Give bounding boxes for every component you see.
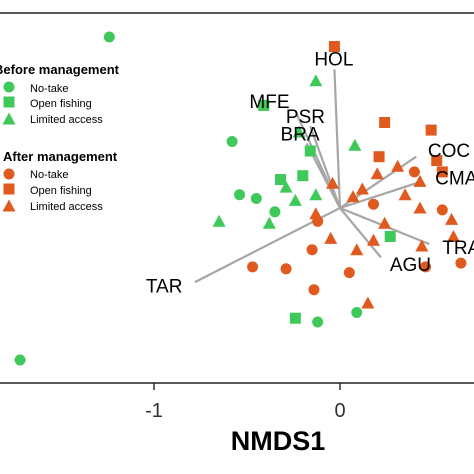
legend-marker-0-1 xyxy=(3,96,15,108)
point-s3-4 xyxy=(247,261,259,273)
point-s4-4 xyxy=(431,155,443,166)
point-s5-7 xyxy=(309,207,323,220)
x-tick-label: -1 xyxy=(145,400,163,422)
point-s1-1 xyxy=(304,145,316,157)
legend-label-after-no-take: No-take xyxy=(30,169,69,181)
point-s4-3 xyxy=(373,151,385,163)
point-s2-4 xyxy=(212,214,226,227)
point-s2-6 xyxy=(348,138,362,151)
legend-marker-0-0 xyxy=(3,81,15,93)
legend-label-before-no-take: No-take xyxy=(30,83,69,95)
legend: Before management After management No-ta… xyxy=(0,62,120,213)
point-s5-3 xyxy=(398,188,412,201)
legend-marker-1-0 xyxy=(3,168,15,180)
legend-marker-1-1 xyxy=(3,183,15,195)
vector-agu xyxy=(339,207,382,259)
point-s5-6 xyxy=(413,201,427,214)
point-s0-0 xyxy=(103,31,115,43)
point-s3-7 xyxy=(343,267,355,279)
point-s4-5 xyxy=(436,166,448,178)
point-s5-8 xyxy=(378,216,392,229)
legend-marker-0-2 xyxy=(2,112,16,125)
point-s5-9 xyxy=(445,212,459,225)
vector-hol xyxy=(333,69,342,209)
point-s4-1 xyxy=(379,117,391,128)
point-s4-0 xyxy=(328,41,340,52)
x-axis-title: NMDS1 xyxy=(231,426,326,456)
legend-label-before-open-fishing: Open fishing xyxy=(30,98,92,110)
point-s2-3 xyxy=(288,193,302,206)
point-s0-3 xyxy=(250,193,262,204)
point-s1-5 xyxy=(384,231,396,242)
vector-label-bra: BRA xyxy=(281,125,320,146)
vector-cma xyxy=(339,180,423,210)
vector-label-agu: AGU xyxy=(390,255,431,276)
legend-title-before: Before management xyxy=(0,62,120,77)
point-s2-2 xyxy=(279,180,293,193)
legend-marker-1-2 xyxy=(2,199,16,212)
point-s5-5 xyxy=(346,190,360,203)
point-s5-13 xyxy=(415,239,429,252)
legend-title-after: After management xyxy=(3,149,118,164)
point-s5-15 xyxy=(361,296,375,309)
x-axis-ticks: -1 0 xyxy=(145,383,346,422)
point-s3-0 xyxy=(408,166,420,178)
legend-label-after-open-fishing: Open fishing xyxy=(30,185,92,197)
point-s5-16 xyxy=(326,176,340,189)
vector-label-tar: TAR xyxy=(146,277,183,298)
point-s5-10 xyxy=(366,233,380,246)
point-s0-6 xyxy=(312,316,324,328)
point-s3-6 xyxy=(308,284,320,296)
vector-label-hol: HOL xyxy=(314,49,353,70)
legend-label-before-limited-access: Limited access xyxy=(30,114,103,126)
point-s3-5 xyxy=(280,263,292,275)
point-s3-1 xyxy=(367,198,379,210)
point-s5-4 xyxy=(355,182,369,195)
point-s1-3 xyxy=(274,174,286,185)
point-s2-0 xyxy=(309,74,323,87)
point-s1-4 xyxy=(289,312,301,324)
points-layer xyxy=(14,31,467,366)
point-s1-0 xyxy=(258,99,270,111)
point-s4-2 xyxy=(425,124,437,136)
point-s3-10 xyxy=(455,257,467,269)
point-s5-0 xyxy=(391,159,405,172)
point-s0-5 xyxy=(269,206,281,218)
vector-label-cma: CMA xyxy=(435,168,474,189)
vector-label-mfe: MFE xyxy=(249,92,289,113)
point-s2-7 xyxy=(309,188,323,201)
point-s5-1 xyxy=(370,167,384,180)
point-s2-1 xyxy=(292,125,306,138)
vector-label-psr: PSR xyxy=(286,107,325,128)
point-s5-12 xyxy=(324,231,338,244)
point-s3-9 xyxy=(436,204,448,216)
point-s3-3 xyxy=(306,244,318,256)
point-s1-2 xyxy=(297,170,309,182)
x-tick-label: 0 xyxy=(334,400,345,422)
point-s3-8 xyxy=(420,261,432,273)
point-s5-11 xyxy=(350,243,364,256)
vector-label-tra: TRA xyxy=(442,238,474,259)
point-s0-1 xyxy=(14,354,26,366)
point-s2-5 xyxy=(262,216,276,229)
point-s0-2 xyxy=(226,136,238,147)
point-s5-2 xyxy=(413,174,427,187)
vector-psr xyxy=(309,125,342,209)
point-s0-4 xyxy=(234,189,246,201)
point-s0-7 xyxy=(351,307,363,318)
vector-label-coc: COC xyxy=(428,141,470,162)
legend-label-after-limited-access: Limited access xyxy=(30,201,103,213)
point-s5-14 xyxy=(446,230,460,242)
